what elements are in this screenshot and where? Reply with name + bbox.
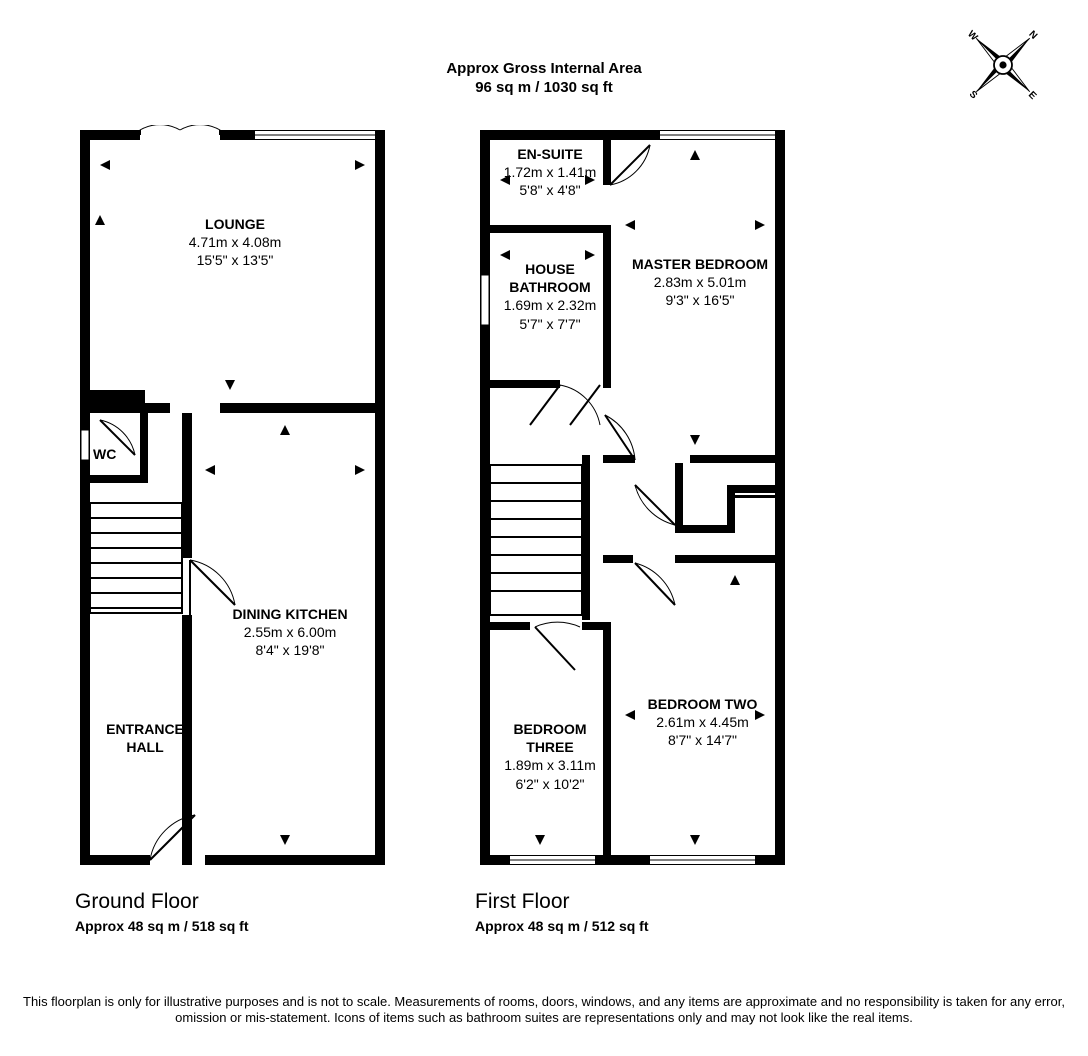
compass-e: E (1026, 89, 1039, 102)
disclaimer-text: This floorplan is only for illustrative … (10, 994, 1078, 1027)
ground-floor-title-block: Ground Floor Approx 48 sq m / 518 sq ft (75, 890, 249, 934)
header-line2: 96 sq m / 1030 sq ft (0, 79, 1088, 96)
floorplan-page: Approx Gross Internal Area 96 sq m / 103… (0, 0, 1088, 1056)
header-area-text: Approx Gross Internal Area 96 sq m / 103… (0, 60, 1088, 96)
compass-icon: N S E W (958, 20, 1048, 110)
first-floor-title: First Floor (475, 890, 649, 914)
header-line1: Approx Gross Internal Area (0, 60, 1088, 77)
ground-floor-area: Approx 48 sq m / 518 sq ft (75, 918, 249, 934)
first-floor-title-block: First Floor Approx 48 sq m / 512 sq ft (475, 890, 649, 934)
first-floor-plan: EN-SUITE 1.72m x 1.41m 5'8" x 4'8" HOUSE… (475, 125, 795, 880)
ground-floor-title: Ground Floor (75, 890, 249, 914)
ground-floor-plan: LOUNGE 4.71m x 4.08m 15'5" x 13'5" WC DI… (75, 125, 395, 880)
first-floor-area: Approx 48 sq m / 512 sq ft (475, 918, 649, 934)
compass-w: W (965, 29, 980, 44)
compass-s: S (967, 89, 980, 102)
